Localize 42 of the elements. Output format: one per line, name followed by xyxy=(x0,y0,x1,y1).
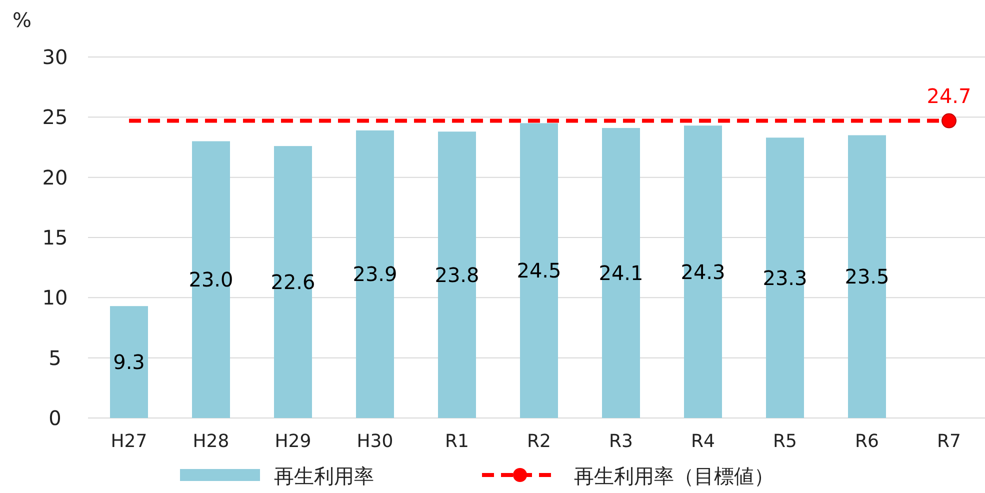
data-label: 24.1 xyxy=(598,261,644,285)
data-label: 24.7 xyxy=(926,84,972,108)
bar xyxy=(274,146,312,418)
y-tick-label: 10 xyxy=(42,286,68,310)
y-tick-label: 20 xyxy=(42,165,68,190)
x-tick-label: R5 xyxy=(773,431,797,452)
data-label: 23.8 xyxy=(434,262,480,287)
bar xyxy=(110,306,148,418)
bar xyxy=(356,130,394,418)
bar xyxy=(438,132,476,418)
x-tick-label: R6 xyxy=(855,431,879,452)
x-tick-label: R2 xyxy=(527,431,551,452)
y-axis-title: % xyxy=(12,8,32,32)
bar xyxy=(520,123,558,418)
y-tick-label: 0 xyxy=(48,406,62,430)
bar xyxy=(766,138,804,418)
legend-label: 再生利用率（目標値） xyxy=(574,464,774,488)
x-tick-label: R4 xyxy=(691,431,715,452)
x-tick-label: H27 xyxy=(110,431,148,452)
x-tick-label: H28 xyxy=(192,431,230,452)
y-tick-label: 25 xyxy=(42,105,68,130)
data-label: 23.0 xyxy=(188,268,234,292)
data-label: 23.5 xyxy=(844,264,890,289)
y-tick-label: 30 xyxy=(42,45,68,69)
data-label: 9.3 xyxy=(113,350,145,374)
y-tick-label: 15 xyxy=(42,226,68,250)
x-tick-label: R1 xyxy=(445,431,469,452)
bar xyxy=(684,126,722,418)
x-tick-label: H30 xyxy=(356,431,394,452)
bar xyxy=(192,141,230,418)
data-label: 23.3 xyxy=(762,266,808,290)
x-tick-label: R3 xyxy=(609,431,633,452)
data-label: 22.6 xyxy=(270,270,316,294)
x-tick-label: H29 xyxy=(274,431,312,452)
bar xyxy=(848,135,886,418)
y-tick-label: 5 xyxy=(48,346,62,370)
data-label: 23.9 xyxy=(352,262,398,286)
bar xyxy=(602,128,640,418)
data-label: 24.5 xyxy=(516,258,562,283)
legend-label: 再生利用率 xyxy=(274,464,374,488)
x-tick-label: R7 xyxy=(937,431,961,452)
data-label: 24.3 xyxy=(680,260,726,284)
